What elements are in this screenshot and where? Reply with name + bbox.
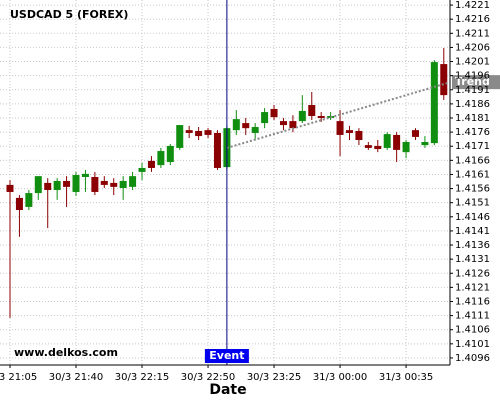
candle-body xyxy=(176,125,184,148)
candle-body xyxy=(53,180,61,190)
x-tick-label: 30/3 21:40 xyxy=(49,372,103,383)
candle-body xyxy=(440,64,448,96)
candle-body xyxy=(147,160,155,168)
candle-body xyxy=(251,127,259,133)
x-tick-label: 30/3 22:15 xyxy=(115,372,169,383)
candle-body xyxy=(119,180,127,189)
candle-body xyxy=(100,180,108,185)
watermark: www.delkos.com xyxy=(14,346,118,359)
candle-body xyxy=(345,130,353,133)
y-tick-label: 1.4181 xyxy=(455,113,490,124)
candle-body xyxy=(91,176,99,192)
candle-body xyxy=(289,121,297,129)
x-axis-title: Date xyxy=(209,382,246,398)
y-tick-label: 1.4116 xyxy=(455,296,490,307)
candle-body xyxy=(138,167,146,172)
y-tick-label: 1.4166 xyxy=(455,155,490,166)
candle-body xyxy=(430,62,438,144)
candle-body xyxy=(402,141,410,153)
candle-body xyxy=(166,145,174,163)
candle-body xyxy=(81,173,89,177)
event-label: Event xyxy=(209,349,244,362)
y-tick-label: 1.4101 xyxy=(455,339,490,350)
x-tick-label: 30/3 22:50 xyxy=(181,372,235,383)
candle-body xyxy=(15,197,23,211)
y-tick-label: 1.4106 xyxy=(455,325,490,336)
candle-body xyxy=(110,182,118,187)
x-tick-label: 30/3 23:25 xyxy=(247,372,301,383)
candle-body xyxy=(34,176,42,194)
y-tick-label: 1.4171 xyxy=(455,141,490,152)
x-tick-label: 31/3 00:00 xyxy=(313,372,367,383)
candle-body xyxy=(195,130,203,137)
x-tick-label: 31/3 00:35 xyxy=(379,372,433,383)
candle-body xyxy=(213,132,221,168)
y-tick-label: 1.4186 xyxy=(455,99,490,110)
y-tick-label: 1.4201 xyxy=(455,57,490,68)
candle-body xyxy=(308,105,316,117)
trend-line xyxy=(226,81,451,149)
y-tick-label: 1.4096 xyxy=(455,353,490,364)
chart-title: USDCAD 5 (FOREX) xyxy=(10,8,128,21)
candle-body xyxy=(411,130,419,137)
y-tick-label: 1.4211 xyxy=(455,28,490,39)
y-tick-label: 1.4156 xyxy=(455,184,490,195)
x-tick-label: 30/3 21:05 xyxy=(0,372,37,383)
candle-body xyxy=(393,134,401,150)
y-tick-label: 1.4136 xyxy=(455,240,490,251)
y-tick-label: 1.4121 xyxy=(455,282,490,293)
y-tick-label: 1.4176 xyxy=(455,127,490,138)
overlay: Trend Event xyxy=(204,0,500,365)
candle-body xyxy=(364,145,372,148)
y-tick-label: 1.4206 xyxy=(455,42,490,53)
candle-body xyxy=(232,119,240,131)
y-tick-label: 1.4131 xyxy=(455,254,490,265)
y-tick-label: 1.4146 xyxy=(455,212,490,223)
y-tick-label: 1.4111 xyxy=(455,311,490,322)
candle-body xyxy=(6,184,14,192)
y-tick-label: 1.4151 xyxy=(455,198,490,209)
y-tick-label: 1.4141 xyxy=(455,226,490,237)
candle-body xyxy=(279,121,287,126)
y-tick-label: 1.4126 xyxy=(455,268,490,279)
trend-label: Trend xyxy=(455,75,490,88)
candle-body xyxy=(298,110,306,122)
candle-body xyxy=(242,123,250,129)
y-tick-label: 1.4216 xyxy=(455,14,490,25)
y-tick-label: 1.4191 xyxy=(455,85,490,96)
candle-body xyxy=(270,108,278,118)
candle-body xyxy=(204,130,212,135)
trend-label-box xyxy=(452,75,500,90)
candle-body xyxy=(261,112,269,124)
event-label-box xyxy=(204,349,249,363)
candle-body xyxy=(374,145,382,150)
grid xyxy=(0,0,450,365)
candle-body xyxy=(421,141,429,146)
candle-body xyxy=(317,116,325,118)
candle-body xyxy=(63,180,71,187)
candle-body xyxy=(383,134,391,148)
candle-body xyxy=(25,193,33,207)
candle-body xyxy=(129,176,137,187)
y-tick-label: 1.4196 xyxy=(455,71,490,82)
candle-body xyxy=(355,130,363,141)
candle-body xyxy=(72,175,80,192)
candle-body xyxy=(336,121,344,135)
candle-body xyxy=(185,130,193,133)
candle-body xyxy=(44,182,52,190)
y-tick-label: 1.4161 xyxy=(455,169,490,180)
candle-body xyxy=(157,151,165,166)
y-tick-label: 1.4221 xyxy=(455,0,490,11)
